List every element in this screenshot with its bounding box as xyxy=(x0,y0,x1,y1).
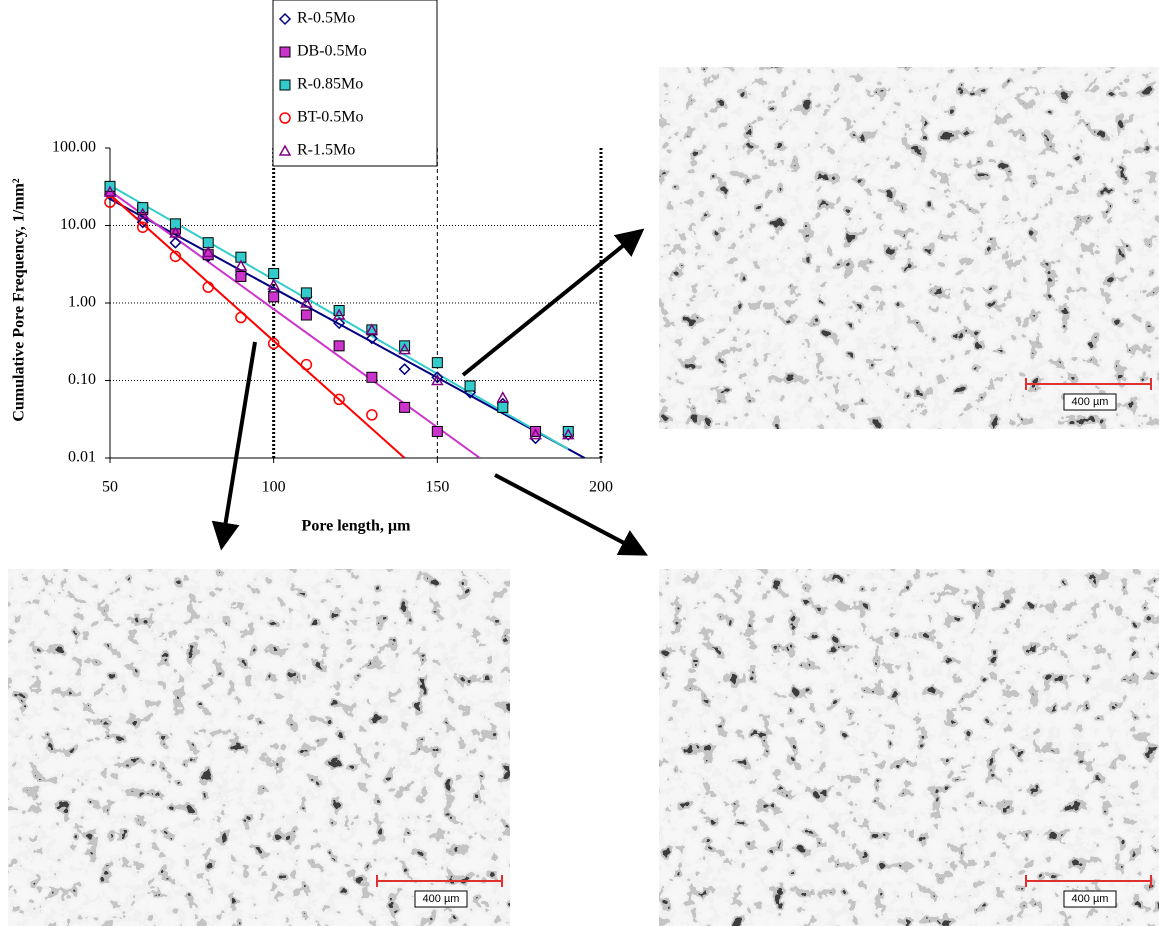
point xyxy=(398,343,411,355)
point xyxy=(431,373,444,386)
point xyxy=(333,393,345,406)
point xyxy=(333,317,346,330)
scale-label: 400 µm xyxy=(423,893,460,905)
point xyxy=(530,425,542,437)
y-tick-label: 0.01 xyxy=(68,449,96,466)
point xyxy=(332,308,346,320)
point xyxy=(300,287,312,299)
x-tick-label: 50 xyxy=(102,479,118,496)
micrograph xyxy=(8,569,510,926)
point xyxy=(300,309,312,321)
legend-marker xyxy=(278,12,292,26)
legend-label: DB-0.5Mo xyxy=(297,43,367,60)
y-tick-label: 0.10 xyxy=(68,371,96,388)
point xyxy=(202,249,214,261)
legend-marker xyxy=(279,112,291,124)
point xyxy=(136,207,150,219)
point xyxy=(561,428,575,440)
point xyxy=(464,380,476,392)
point xyxy=(333,340,345,352)
micrograph xyxy=(659,67,1159,429)
point xyxy=(300,358,313,371)
point xyxy=(136,216,149,229)
point xyxy=(431,425,443,437)
x-axis-title: Pore length, µm xyxy=(302,518,412,535)
point xyxy=(169,226,182,238)
fit-line xyxy=(110,190,481,458)
point xyxy=(268,268,280,280)
micrographs: 400 µm 400 µm 400 µm xyxy=(8,67,1159,926)
chart: 100.00 10.00 1.00 0.10 0.01 50 100 150 200 R-0.5M… xyxy=(52,0,613,496)
arrow xyxy=(494,473,648,556)
point xyxy=(366,371,378,383)
legend-label: BT-0.5Mo xyxy=(297,109,364,126)
point xyxy=(496,391,510,403)
point xyxy=(104,196,116,208)
y-axis-title: Cumulative Pore Frequency, 1/mm² xyxy=(11,178,28,421)
micrograph xyxy=(659,569,1159,926)
point xyxy=(398,363,411,376)
point xyxy=(202,281,214,293)
point xyxy=(169,250,182,263)
legend-label: R-1.5Mo xyxy=(297,142,355,159)
legend-marker xyxy=(278,144,292,156)
point xyxy=(267,337,280,350)
point xyxy=(234,259,248,271)
point xyxy=(169,236,182,249)
point xyxy=(365,323,379,335)
legend-label: R-0.5Mo xyxy=(297,10,355,27)
fit-line xyxy=(110,198,586,458)
point xyxy=(267,278,280,290)
x-tick-label: 100 xyxy=(262,479,286,496)
legend-marker xyxy=(279,79,291,91)
point xyxy=(235,270,247,282)
x-tick-label: 200 xyxy=(589,479,613,496)
legend-box xyxy=(272,0,438,167)
scale-label: 400 µm xyxy=(1072,396,1109,408)
y-tick-label: 100.00 xyxy=(52,139,96,156)
point xyxy=(136,221,149,233)
point xyxy=(235,311,247,324)
point xyxy=(300,296,313,308)
fit-line xyxy=(110,193,406,458)
point xyxy=(366,409,378,421)
scale-label-box xyxy=(1063,890,1117,908)
legend-label: R-0.85Mo xyxy=(297,76,363,93)
scale-label-box xyxy=(414,890,468,908)
point xyxy=(497,401,509,413)
y-tick-label: 1.00 xyxy=(68,294,96,311)
point xyxy=(562,425,574,437)
point xyxy=(399,401,411,413)
x-tick-label: 150 xyxy=(425,479,449,496)
scale-label-box xyxy=(1063,393,1117,411)
scale-label: 400 µm xyxy=(1072,893,1109,905)
point xyxy=(268,291,280,303)
point xyxy=(201,245,215,258)
arrow xyxy=(211,341,257,551)
point xyxy=(431,357,443,369)
legend-marker xyxy=(279,46,291,58)
point xyxy=(365,332,378,345)
point xyxy=(529,428,542,440)
point xyxy=(103,185,117,197)
y-tick-label: 10.00 xyxy=(60,216,96,233)
point xyxy=(431,371,444,384)
